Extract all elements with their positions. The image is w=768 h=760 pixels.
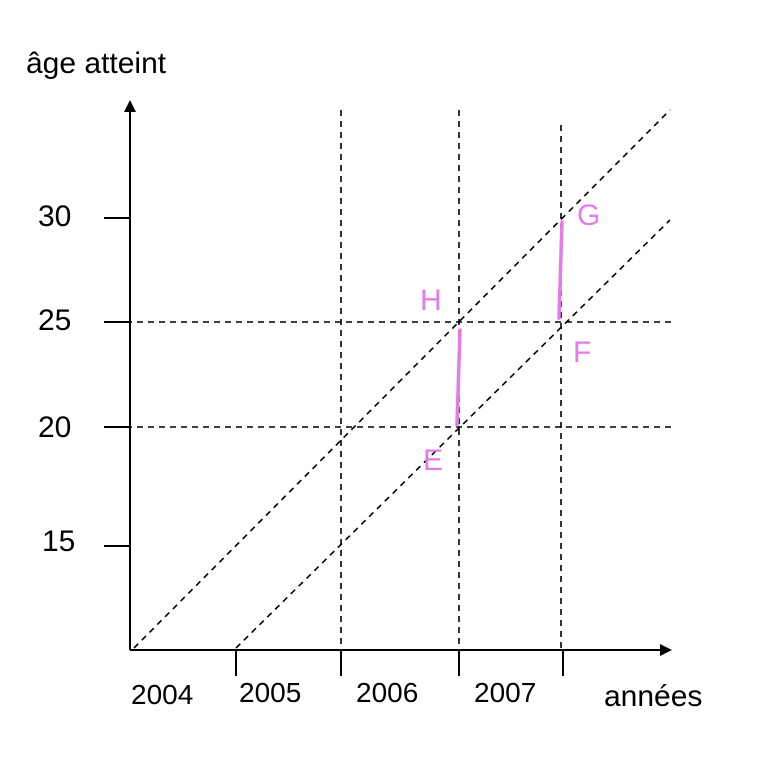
x-tick-label-2004: 2004 bbox=[131, 679, 193, 710]
axes bbox=[124, 100, 672, 656]
segment-FG bbox=[557, 220, 564, 320]
x-tick-label-2005: 2005 bbox=[239, 677, 301, 708]
lifelines bbox=[133, 109, 671, 649]
y-tick-label-15: 15 bbox=[42, 525, 75, 558]
year-guides bbox=[340, 110, 562, 650]
y-tick-label-20: 20 bbox=[38, 411, 71, 444]
y-tick-label-30: 30 bbox=[38, 200, 71, 233]
y-ticks bbox=[104, 217, 130, 547]
age-guides bbox=[104, 321, 672, 428]
point-label-F: F bbox=[573, 336, 591, 369]
point-label-H: H bbox=[420, 284, 442, 317]
y-axis-title: âge atteint bbox=[26, 47, 167, 80]
x-tick-label-2006: 2006 bbox=[356, 677, 418, 708]
segment-EH bbox=[455, 328, 462, 427]
y-tick-label-25: 25 bbox=[38, 304, 71, 337]
x-axis-title: années bbox=[604, 680, 702, 713]
x-tick-label-2007: 2007 bbox=[474, 677, 536, 708]
x-ticks bbox=[235, 650, 564, 676]
point-label-G: G bbox=[577, 199, 600, 232]
lifeline-lower bbox=[235, 219, 671, 649]
point-label-E: E bbox=[423, 444, 443, 477]
highlight-segments bbox=[455, 220, 564, 427]
lifeline-upper bbox=[133, 109, 671, 649]
